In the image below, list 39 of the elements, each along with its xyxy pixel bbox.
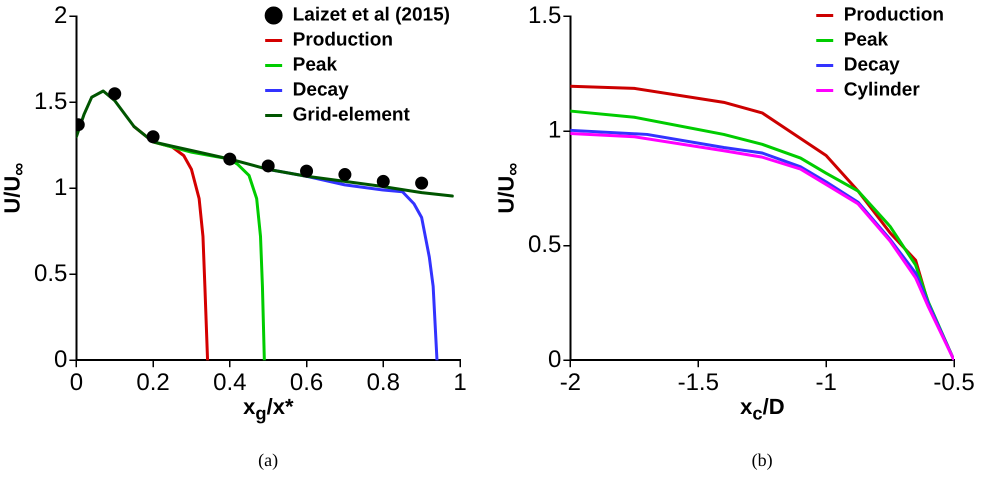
text: (b) (752, 450, 773, 471)
y-tick-label: 2 (54, 2, 68, 30)
point (376, 174, 390, 188)
x-axis-title: x$_{g}$/x* (243, 394, 294, 424)
y-tick-label: 1 (54, 174, 68, 201)
y-tick-label: 0 (548, 346, 562, 373)
legend-label: Laizet et al (2015) (292, 4, 450, 26)
y-tick-label: 0.5 (34, 260, 68, 287)
x-axis-title: x$_{c}$/D (740, 394, 785, 424)
legend-label: Peak (844, 30, 889, 51)
x-tick-label: 0.4 (213, 369, 247, 396)
legend-label: Grid-element (292, 104, 411, 126)
legend-label: Production (292, 30, 393, 51)
x-tick-label: -1 (815, 369, 837, 396)
y-tick-label: 0.5 (528, 231, 562, 258)
point (338, 168, 352, 182)
legend-label: Decay (292, 80, 350, 101)
y-tick-label: 0 (54, 346, 68, 373)
x-tick-label: 0.6 (290, 369, 324, 396)
legend-label: Peak (292, 54, 338, 76)
x-tick-label: 0.8 (366, 369, 400, 396)
x-tick-label: 1 (453, 369, 467, 396)
point (223, 152, 236, 166)
y-tick-label: 1 (548, 116, 562, 144)
legend-label: Cylinder (844, 80, 920, 101)
x-tick-label: -1.5 (678, 369, 719, 396)
point (108, 87, 122, 100)
legend-label: Decay (844, 54, 900, 76)
point (146, 130, 160, 144)
point (415, 176, 428, 190)
x-tick-label: 0.2 (136, 369, 170, 396)
text: (a) (258, 450, 278, 471)
x-tick-label: -0.5 (933, 369, 975, 396)
point (300, 164, 314, 178)
x-tick-label: -2 (560, 369, 582, 396)
legend-label: Production (844, 4, 944, 26)
y-tick-label: 1.5 (528, 2, 562, 30)
point (262, 159, 275, 172)
y-tick-label: 1.5 (34, 88, 68, 115)
